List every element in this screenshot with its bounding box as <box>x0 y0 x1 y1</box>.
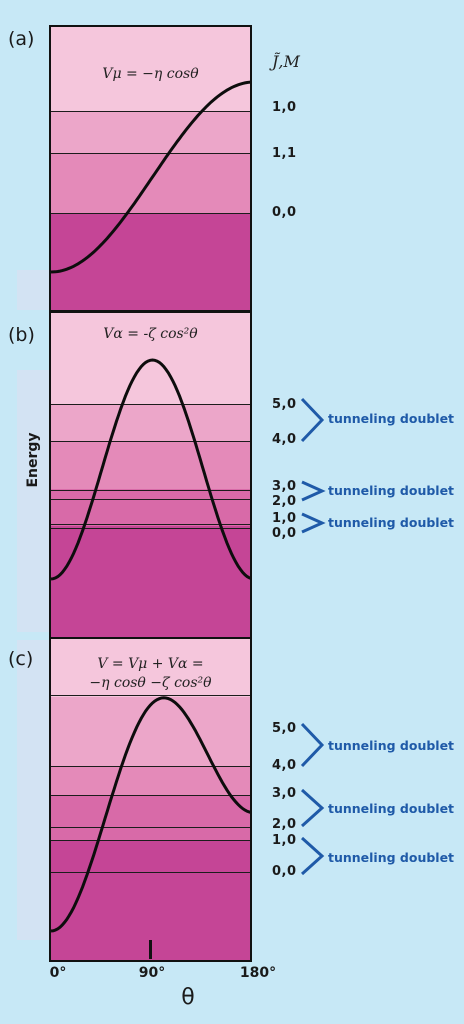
level-label: 0,0 <box>272 864 297 879</box>
energy-level-line <box>51 827 250 828</box>
band <box>51 112 250 154</box>
bracket-icon <box>301 512 326 534</box>
level-label: 0,0 <box>272 205 297 220</box>
level-label: 2,0 <box>272 817 297 832</box>
potential-curve <box>51 696 250 933</box>
panel-c: V = Vμ + Vα = −η cosθ −ζ cos²θ <box>49 637 252 962</box>
tunneling-doublet-label: tunneling doublet <box>328 411 455 426</box>
level-label: 1,0 <box>272 833 297 848</box>
energy-level-line <box>51 404 250 405</box>
panel-a: Vμ = −η cosθ <box>49 25 252 312</box>
x-tick-label: 180° <box>239 965 277 981</box>
tunneling-doublet-label: tunneling doublet <box>328 850 455 865</box>
x-tick-label: 0° <box>49 965 67 981</box>
formula-a: Vμ = −η cosθ <box>102 66 199 82</box>
quantum-number-header: J̃,M <box>272 52 300 71</box>
band <box>51 214 250 310</box>
level-label: 5,0 <box>272 397 297 412</box>
level-label: 3,0 <box>272 479 297 494</box>
panel-strip-b <box>17 370 49 632</box>
tunneling-doublet-label: tunneling doublet <box>328 515 455 530</box>
band <box>51 526 250 637</box>
band <box>51 639 250 697</box>
energy-level-line <box>51 111 250 112</box>
x-tick-mark <box>149 940 152 959</box>
band <box>51 442 250 489</box>
panel-strip-c <box>17 640 49 940</box>
energy-level-line <box>51 872 250 873</box>
energy-level-line <box>51 524 250 525</box>
bracket-icon <box>300 788 325 828</box>
panel-strip-a <box>17 270 49 310</box>
energy-level-line <box>51 213 250 214</box>
energy-level-line <box>51 528 250 529</box>
bracket-icon <box>300 836 325 876</box>
panel-c-letter: (c) <box>8 648 34 670</box>
energy-level-line <box>51 695 250 696</box>
energy-level-line <box>51 795 250 796</box>
level-label: 0,0 <box>272 526 297 541</box>
tunneling-doublet-label: tunneling doublet <box>328 801 455 816</box>
tunneling-doublet-label: tunneling doublet <box>328 738 455 753</box>
band <box>51 795 250 841</box>
panel-b-letter: (b) <box>8 324 35 346</box>
energy-level-line <box>51 490 250 491</box>
bracket-icon <box>301 480 326 502</box>
level-label: 1,1 <box>272 146 297 161</box>
bracket-icon <box>300 397 325 443</box>
x-axis-label: θ <box>181 985 195 1010</box>
energy-level-line <box>51 153 250 154</box>
x-tick-label: 90° <box>138 965 166 981</box>
level-label: 4,0 <box>272 432 297 447</box>
energy-level-line <box>51 840 250 841</box>
band <box>51 154 250 214</box>
y-axis-label: Energy <box>25 432 41 488</box>
energy-level-line <box>51 499 250 500</box>
level-label: 3,0 <box>272 786 297 801</box>
band <box>51 489 250 526</box>
potential-curve <box>51 358 250 581</box>
panel-a-letter: (a) <box>8 28 35 50</box>
tunneling-doublet-label: tunneling doublet <box>328 483 455 498</box>
energy-level-line <box>51 766 250 767</box>
band <box>51 405 250 442</box>
level-label: 5,0 <box>272 721 297 736</box>
formula-c-line1: V = Vμ + Vα = <box>97 656 204 672</box>
panel-b: Vα = -ζ cos²θ <box>49 311 252 639</box>
formula-b: Vα = -ζ cos²θ <box>103 326 198 342</box>
level-label: 2,0 <box>272 494 297 509</box>
level-label: 4,0 <box>272 758 297 773</box>
level-label: 1,0 <box>272 100 297 115</box>
potential-curve <box>51 80 250 274</box>
energy-level-line <box>51 441 250 442</box>
level-label: 1,0 <box>272 511 297 526</box>
bracket-icon <box>300 722 325 768</box>
band <box>51 697 250 767</box>
formula-c-line2: −η cosθ −ζ cos²θ <box>89 675 212 691</box>
